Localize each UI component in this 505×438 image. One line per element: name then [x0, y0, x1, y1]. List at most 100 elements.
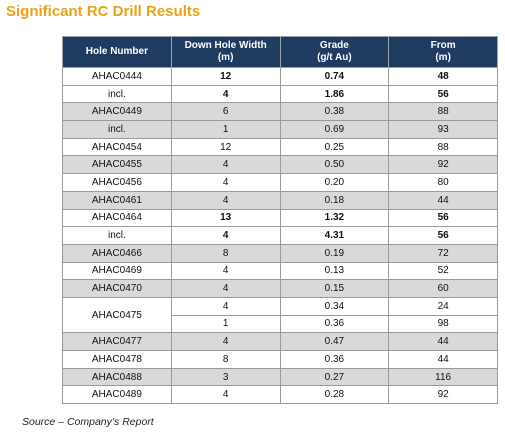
hole-cell: incl. — [62, 226, 172, 245]
width-cell: 4 — [170, 385, 281, 405]
hole-cell: AHAC0478 — [62, 350, 172, 369]
hole-cell: AHAC0449 — [62, 102, 172, 122]
grade-cell: 0.15 — [279, 279, 390, 298]
column-header: From (m) — [388, 36, 498, 68]
hole-cell: AHAC0489 — [62, 385, 172, 405]
grade-cell: 0.20 — [279, 173, 390, 192]
width-cell: 13 — [170, 208, 281, 228]
grade-cell: 1.32 — [279, 208, 390, 228]
width-cell: 12 — [170, 137, 281, 157]
hole-cell: AHAC0469 — [62, 261, 172, 281]
hole-cell: AHAC0455 — [62, 155, 172, 175]
grade-cell: 0.34 — [279, 296, 390, 316]
grade-cell: 1.86 — [279, 84, 390, 104]
from-cell: 44 — [388, 350, 498, 369]
hole-cell: AHAC0470 — [62, 279, 172, 298]
width-cell: 4 — [170, 332, 281, 351]
grade-cell: 0.74 — [279, 67, 390, 86]
source-note: Source – Company’s Report — [22, 416, 154, 428]
grade-cell: 4.31 — [279, 226, 390, 245]
title: Significant RC Drill Results — [6, 3, 201, 20]
header-line: (m) — [435, 52, 451, 63]
from-cell: 56 — [388, 84, 498, 104]
from-cell: 44 — [388, 332, 498, 351]
width-cell: 4 — [170, 173, 281, 192]
results-table: Hole Number Down Hole Width (m) Grade (g/t A… — [62, 36, 498, 405]
width-cell: 8 — [170, 243, 281, 263]
width-cell: 4 — [170, 226, 281, 245]
header-line: Down Hole Width — [184, 40, 267, 51]
grade-cell: 0.36 — [279, 314, 390, 334]
width-cell: 1 — [170, 314, 281, 334]
table-row: AHAC0489 4 0.28 92 — [62, 385, 498, 405]
hole-cell: AHAC0477 — [62, 332, 172, 351]
column-header: Down Hole Width (m) — [170, 36, 281, 68]
header-row: Hole Number Down Hole Width (m) Grade (g/t A… — [62, 36, 498, 68]
table-row: AHAC0455 4 0.50 92 — [62, 155, 498, 175]
width-cell: 1 — [170, 120, 281, 139]
from-cell: 80 — [388, 173, 498, 192]
table-row: AHAC0477 4 0.47 44 — [62, 332, 498, 351]
from-cell: 52 — [388, 261, 498, 281]
grade-cell: 0.36 — [279, 350, 390, 369]
from-cell: 56 — [388, 226, 498, 245]
grade-cell: 0.28 — [279, 385, 390, 405]
table-row: AHAC0461 4 0.18 44 — [62, 190, 498, 210]
from-cell: 88 — [388, 102, 498, 122]
from-cell: 60 — [388, 279, 498, 298]
width-cell: 4 — [170, 261, 281, 281]
table-row: AHAC0456 4 0.20 80 — [62, 173, 498, 192]
width-cell: 4 — [170, 279, 281, 298]
header-line: From — [430, 40, 456, 51]
table-row: AHAC0444 12 0.74 48 — [62, 67, 498, 86]
table-row: incl. 4 4.31 56 — [62, 226, 498, 245]
hole-cell: AHAC0466 — [62, 243, 172, 263]
from-cell: 72 — [388, 243, 498, 263]
width-cell: 4 — [170, 190, 281, 210]
grade-cell: 0.69 — [279, 120, 390, 139]
from-cell: 44 — [388, 190, 498, 210]
grade-cell: 0.27 — [279, 367, 390, 387]
grade-cell: 0.13 — [279, 261, 390, 281]
table-row: AHAC0464 13 1.32 56 — [62, 208, 498, 228]
from-cell: 116 — [388, 367, 498, 387]
width-cell: 8 — [170, 350, 281, 369]
table-row: incl. 4 1.86 56 — [62, 84, 498, 104]
hole-cell: AHAC0456 — [62, 173, 172, 192]
header-line: Hole Number — [85, 46, 148, 57]
from-cell: 98 — [388, 314, 498, 334]
width-cell: 6 — [170, 102, 281, 122]
from-cell: 92 — [388, 385, 498, 405]
width-cell: 4 — [170, 84, 281, 104]
from-cell: 24 — [388, 296, 498, 316]
from-cell: 88 — [388, 137, 498, 157]
table-row: 1 0.36 98 — [63, 314, 498, 334]
hole-cell: incl. — [62, 120, 172, 139]
grade-cell: 0.50 — [279, 155, 390, 175]
column-header: Hole Number — [62, 36, 172, 68]
table-row: AHAC0475 4 0.34 24 — [62, 296, 498, 334]
table-row: AHAC0449 6 0.38 88 — [62, 102, 498, 122]
hole-cell: AHAC0464 — [62, 208, 172, 228]
hole-cell: AHAC0488 — [62, 367, 172, 387]
header-line: (g/t Au) — [317, 52, 352, 63]
table-row: AHAC0469 4 0.13 52 — [62, 261, 498, 281]
grade-cell: 0.38 — [279, 102, 390, 122]
header-line: (m) — [217, 52, 234, 63]
grade-cell: 0.47 — [279, 332, 390, 351]
width-cell: 12 — [170, 67, 281, 86]
header-line: Grade — [319, 40, 349, 51]
from-cell: 56 — [388, 208, 498, 228]
width-cell: 3 — [170, 367, 281, 387]
grade-cell: 0.19 — [279, 243, 390, 263]
hole-cell: AHAC0461 — [62, 190, 172, 210]
column-header: Grade (g/t Au) — [279, 36, 390, 68]
table-row: incl. 1 0.69 93 — [62, 120, 498, 139]
hole-cell: AHAC0454 — [62, 137, 172, 157]
table-row: AHAC0454 12 0.25 88 — [62, 137, 498, 157]
grade-cell: 0.18 — [279, 190, 390, 210]
hole-cell: AHAC0444 — [62, 67, 172, 86]
width-cell: 4 — [170, 296, 281, 316]
table-row: AHAC0488 3 0.27 116 — [62, 367, 498, 387]
